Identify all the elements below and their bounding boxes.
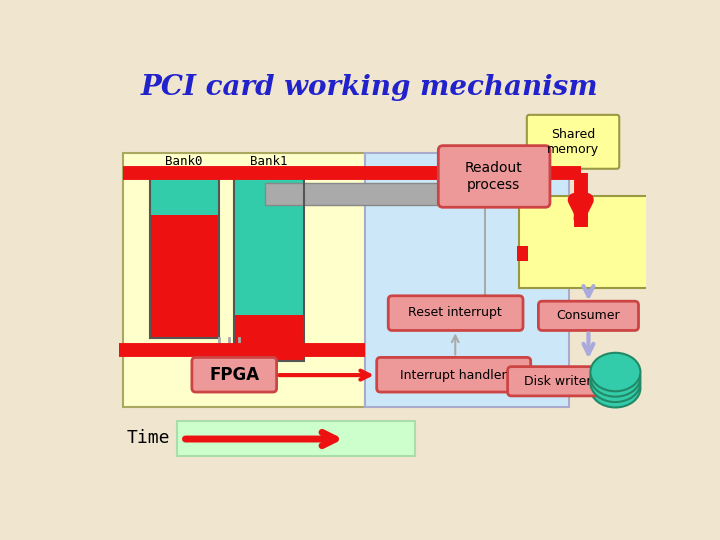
Ellipse shape — [590, 358, 640, 397]
Text: Bank1: Bank1 — [250, 154, 288, 167]
Bar — [176, 421, 415, 456]
Text: Reset interrupt: Reset interrupt — [408, 306, 502, 319]
Ellipse shape — [590, 369, 640, 408]
Bar — [519, 195, 662, 288]
Text: Readout
process: Readout process — [465, 161, 523, 192]
FancyBboxPatch shape — [527, 115, 619, 168]
Bar — [517, 246, 528, 261]
FancyBboxPatch shape — [438, 146, 550, 207]
FancyBboxPatch shape — [192, 357, 276, 392]
Bar — [234, 173, 304, 361]
Bar — [234, 315, 304, 361]
Bar — [365, 153, 570, 408]
Ellipse shape — [590, 353, 640, 392]
Text: Disk writer: Disk writer — [524, 375, 591, 388]
Bar — [234, 173, 304, 315]
Text: FPGA: FPGA — [210, 366, 259, 384]
FancyBboxPatch shape — [377, 357, 531, 392]
FancyBboxPatch shape — [539, 301, 639, 330]
Text: Shared
memory: Shared memory — [547, 128, 599, 156]
Bar — [122, 153, 365, 408]
Text: Bank0: Bank0 — [166, 154, 203, 167]
Text: Interrupt handler: Interrupt handler — [400, 369, 507, 382]
Text: Consumer: Consumer — [557, 309, 620, 322]
Bar — [265, 184, 462, 205]
Text: PCI card working mechanism: PCI card working mechanism — [140, 75, 598, 102]
Ellipse shape — [590, 363, 640, 402]
Bar — [150, 215, 219, 338]
FancyBboxPatch shape — [388, 296, 523, 330]
Bar — [150, 173, 219, 215]
Bar — [150, 173, 219, 338]
Text: Time: Time — [127, 429, 170, 447]
FancyBboxPatch shape — [508, 367, 608, 396]
